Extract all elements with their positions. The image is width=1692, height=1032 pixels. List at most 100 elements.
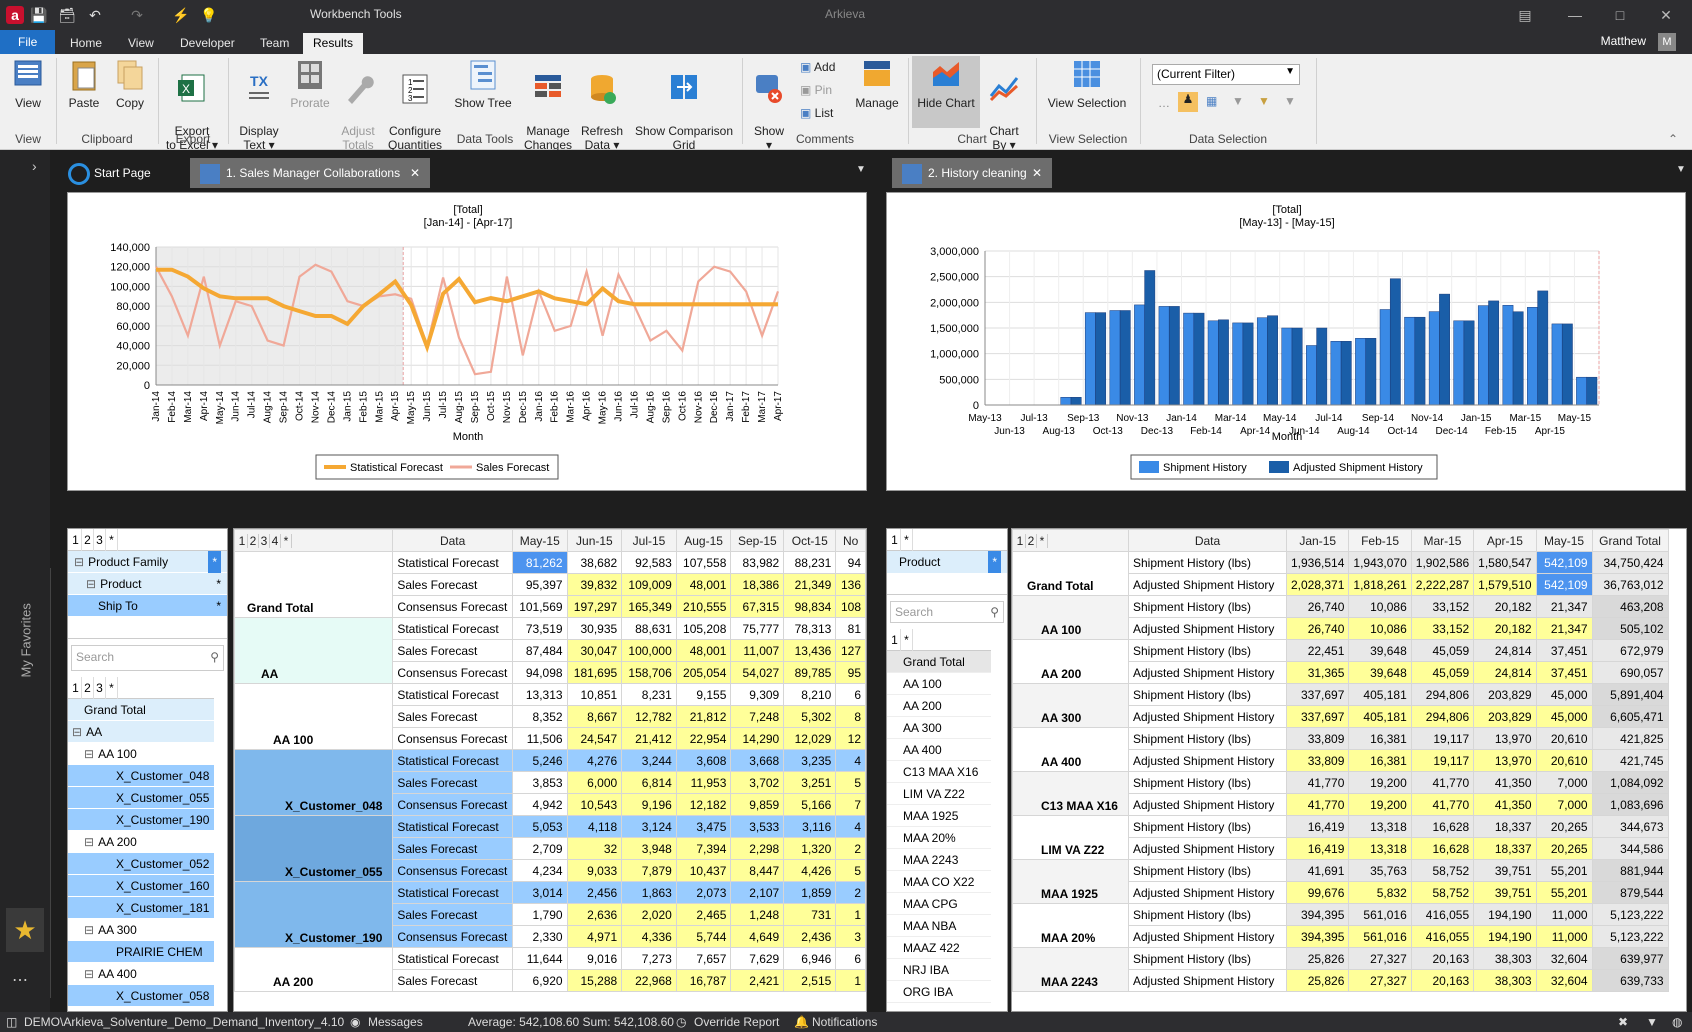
data-cell[interactable]: 205,054 bbox=[675, 661, 732, 684]
data-cell[interactable]: 10,543 bbox=[566, 793, 623, 816]
manage-changes-button[interactable]: Manage Changes bbox=[520, 58, 576, 152]
level-button[interactable]: 2 bbox=[248, 533, 259, 548]
bar-adjusted-shipment-history[interactable] bbox=[1070, 397, 1082, 406]
copy-button[interactable]: Copy bbox=[110, 58, 150, 110]
data-cell[interactable]: 81,262 bbox=[511, 551, 568, 574]
data-cell[interactable]: 12 bbox=[835, 727, 866, 750]
series-line-statistical-forecast[interactable] bbox=[156, 267, 778, 354]
data-cell[interactable]: 194,190 bbox=[1473, 925, 1537, 948]
prorate-button[interactable]: Prorate bbox=[288, 58, 332, 110]
data-cell[interactable]: 1,936,514 bbox=[1285, 551, 1350, 574]
bar-adjusted-shipment-history[interactable] bbox=[1340, 341, 1352, 406]
level-button[interactable]: 1 bbox=[889, 629, 901, 651]
data-cell[interactable]: 5,246 bbox=[511, 749, 568, 772]
data-cell[interactable]: 33,809 bbox=[1285, 727, 1350, 750]
list-item[interactable]: C13 MAA X16 bbox=[887, 761, 991, 783]
data-cell[interactable]: 2 bbox=[835, 837, 866, 860]
data-cell[interactable]: 16,628 bbox=[1410, 837, 1475, 860]
data-cell[interactable]: 7,000 bbox=[1535, 771, 1593, 794]
search-input[interactable]: Search ⚲ bbox=[71, 645, 224, 671]
data-cell[interactable]: 3,014 bbox=[511, 881, 568, 904]
data-cell[interactable]: 67,315 bbox=[730, 595, 785, 618]
data-cell[interactable]: 92,583 bbox=[621, 551, 677, 574]
data-cell[interactable]: 22,954 bbox=[675, 727, 732, 750]
refresh-data-button[interactable]: Refresh Data ▾ bbox=[578, 58, 626, 152]
level-button[interactable]: * bbox=[281, 533, 292, 548]
data-cell[interactable]: 6,920 bbox=[511, 969, 568, 992]
star-icon[interactable]: ★ bbox=[6, 908, 44, 952]
data-cell[interactable]: 5,302 bbox=[783, 705, 837, 728]
data-cell[interactable]: 421,825 bbox=[1591, 727, 1669, 750]
menu-view[interactable]: View bbox=[128, 36, 154, 50]
bar-adjusted-shipment-history[interactable] bbox=[1586, 376, 1598, 406]
filter-status-icon[interactable]: ▼ bbox=[1646, 1015, 1658, 1029]
bar-shipment-history[interactable] bbox=[1084, 312, 1096, 406]
data-cell[interactable]: 55,201 bbox=[1535, 881, 1593, 904]
column-header[interactable]: Jun-15 bbox=[566, 529, 623, 552]
list-item[interactable]: MAA NBA bbox=[887, 915, 991, 937]
tabs-dropdown-icon[interactable]: ▼ bbox=[856, 164, 866, 175]
data-cell[interactable]: 54,027 bbox=[730, 661, 785, 684]
level-button[interactable]: 3 bbox=[94, 677, 106, 699]
data-cell[interactable]: 38,303 bbox=[1473, 947, 1537, 970]
data-cell[interactable]: 45,059 bbox=[1410, 661, 1475, 684]
data-cell[interactable]: 30,047 bbox=[566, 639, 623, 662]
data-cell[interactable]: 1,902,586 bbox=[1410, 551, 1475, 574]
tree-node[interactable]: ⊟ AA bbox=[68, 721, 214, 743]
data-cell[interactable]: 39,751 bbox=[1473, 881, 1537, 904]
data-cell[interactable]: 41,770 bbox=[1410, 771, 1475, 794]
data-cell[interactable]: 13,318 bbox=[1348, 815, 1412, 838]
data-cell[interactable]: 463,208 bbox=[1591, 595, 1669, 618]
data-cell[interactable]: 13,313 bbox=[511, 683, 568, 706]
bar-adjusted-shipment-history[interactable] bbox=[1242, 322, 1254, 406]
data-cell[interactable]: 4,942 bbox=[511, 793, 568, 816]
data-cell[interactable]: 337,697 bbox=[1285, 705, 1350, 728]
search-icon[interactable]: ⚲ bbox=[990, 605, 999, 619]
data-cell[interactable]: 11,506 bbox=[511, 727, 568, 750]
bar-shipment-history[interactable] bbox=[1453, 320, 1465, 406]
close-tab-icon[interactable]: ✕ bbox=[409, 166, 420, 180]
data-cell[interactable]: 6,814 bbox=[621, 771, 677, 794]
restore-layout-icon[interactable]: ▤ bbox=[1518, 7, 1532, 23]
bar-adjusted-shipment-history[interactable] bbox=[1561, 323, 1573, 406]
bar-adjusted-shipment-history[interactable] bbox=[1095, 312, 1107, 406]
data-cell[interactable]: 33,809 bbox=[1285, 749, 1350, 772]
data-cell[interactable]: 639,977 bbox=[1591, 947, 1669, 970]
override-report-link[interactable]: Override Report bbox=[694, 1015, 780, 1029]
list-item[interactable]: AA 200 bbox=[887, 695, 991, 717]
data-cell[interactable]: 10,851 bbox=[566, 683, 623, 706]
bar-adjusted-shipment-history[interactable] bbox=[1439, 293, 1450, 406]
level-button[interactable]: * bbox=[106, 677, 118, 699]
bar-adjusted-shipment-history[interactable] bbox=[1537, 290, 1549, 406]
close-tab-icon[interactable]: ✕ bbox=[1031, 166, 1042, 180]
data-cell[interactable]: 26,740 bbox=[1285, 617, 1350, 640]
data-cell[interactable]: 83,982 bbox=[730, 551, 785, 574]
row-group-header[interactable]: Grand Total bbox=[234, 551, 394, 618]
bar-shipment-history[interactable] bbox=[1060, 397, 1072, 406]
manage-comments-button[interactable]: Manage bbox=[852, 58, 902, 110]
data-cell[interactable]: 20,182 bbox=[1473, 617, 1537, 640]
menu-developer[interactable]: Developer bbox=[180, 36, 235, 50]
data-cell[interactable]: 11,000 bbox=[1535, 903, 1593, 926]
data-cell[interactable]: 416,055 bbox=[1410, 925, 1475, 948]
collapse-ribbon-icon[interactable]: ⌃ bbox=[1668, 132, 1679, 146]
data-cell[interactable]: 36,763,012 bbox=[1591, 573, 1669, 596]
row-group-header[interactable]: AA 100 bbox=[1012, 595, 1129, 640]
list-item[interactable]: MAA 20% bbox=[887, 827, 991, 849]
data-cell[interactable]: 197,297 bbox=[566, 595, 623, 618]
level-button[interactable]: 2 bbox=[82, 529, 94, 551]
data-cell[interactable]: 37,451 bbox=[1535, 639, 1593, 662]
data-cell[interactable]: 95 bbox=[835, 661, 866, 684]
data-cell[interactable]: 6,605,471 bbox=[1591, 705, 1669, 728]
filter-select[interactable]: (Current Filter) ▼ bbox=[1152, 64, 1300, 85]
data-cell[interactable]: 27,327 bbox=[1348, 969, 1412, 992]
data-cell[interactable]: 5,891,404 bbox=[1591, 683, 1669, 706]
more-icon[interactable]: … bbox=[1158, 96, 1170, 110]
data-cell[interactable]: 9,196 bbox=[621, 793, 677, 816]
data-cell[interactable]: 11,000 bbox=[1535, 925, 1593, 948]
filter-icon[interactable]: ▼ bbox=[1232, 94, 1244, 108]
data-cell[interactable]: 5,166 bbox=[783, 793, 837, 816]
data-cell[interactable]: 210,555 bbox=[675, 595, 732, 618]
data-cell[interactable]: 8,352 bbox=[511, 705, 568, 728]
list-item[interactable]: LIM VA Z22 bbox=[887, 783, 991, 805]
